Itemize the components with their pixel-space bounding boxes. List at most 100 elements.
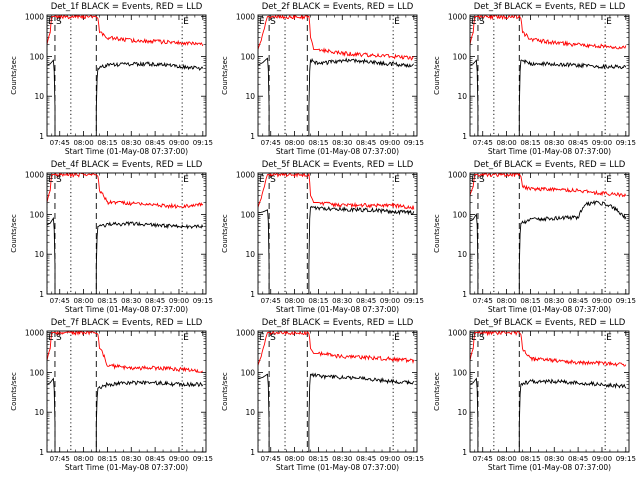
x-tick-label: 08:30	[121, 297, 141, 305]
y-tick-label: 1000	[25, 13, 44, 22]
chart-title: Det_7f BLACK = Events, RED = LLD	[51, 318, 203, 328]
y-tick-label: 1000	[448, 171, 467, 180]
y-axis-label: Counts/sec	[10, 372, 18, 411]
y-tick-label: 10	[34, 250, 44, 259]
chart-title: Det_1f BLACK = Events, RED = LLD	[51, 2, 203, 12]
y-tick-label: 1000	[236, 13, 255, 22]
y-tick-label: 1000	[25, 171, 44, 180]
x-axis-label: Start Time (01-May-08 07:37:00)	[488, 147, 611, 156]
x-tick-label: 08:30	[544, 455, 564, 463]
chart-panel: Det_8f BLACK = Events, RED = LLD Counts/s…	[221, 318, 424, 472]
x-axis-label: Start Time (01-May-08 07:37:00)	[276, 305, 399, 314]
chart-title: Det_3f BLACK = Events, RED = LLD	[474, 2, 626, 12]
series-line	[258, 15, 414, 61]
x-tick-label: 08:00	[496, 139, 516, 147]
event-marker-label: E	[606, 333, 612, 343]
x-tick-label: 08:15	[97, 139, 117, 147]
x-axis-label: Start Time (01-May-08 07:37:00)	[488, 463, 611, 472]
series-line	[470, 15, 627, 50]
chart-panel: Det_3f BLACK = Events, RED = LLD Counts/s…	[433, 2, 636, 156]
chart-panel: Det_2f BLACK = Events, RED = LLD Counts/s…	[221, 2, 424, 156]
y-axis-label: Counts/sec	[433, 214, 441, 253]
x-tick-label: 08:45	[568, 297, 588, 305]
plot-frame	[469, 14, 630, 137]
y-tick-label: 1	[462, 132, 467, 141]
plot-frame	[46, 330, 207, 453]
series-line	[47, 173, 204, 210]
chart-title: Det_2f BLACK = Events, RED = LLD	[262, 2, 414, 12]
plot-frame	[257, 172, 418, 295]
event-marker-label: E	[394, 17, 400, 27]
event-marker-label: S	[56, 175, 62, 185]
y-tick-label: 100	[241, 210, 256, 219]
series-line	[47, 377, 204, 452]
plot-area	[47, 173, 204, 294]
x-tick-label: 09:15	[404, 455, 424, 463]
event-marker-label: E	[394, 175, 400, 185]
y-tick-label: 1	[462, 448, 467, 457]
y-tick-label: 100	[453, 368, 468, 377]
y-tick-label: 1000	[25, 329, 44, 338]
x-tick-label: 08:15	[97, 297, 117, 305]
x-tick-label: 09:00	[592, 455, 612, 463]
y-tick-label: 100	[453, 210, 468, 219]
event-marker-label: S	[270, 333, 276, 343]
x-tick-label: 08:45	[145, 455, 165, 463]
x-tick-label: 08:30	[544, 139, 564, 147]
series-line	[470, 377, 627, 452]
x-tick-label: 08:15	[520, 455, 540, 463]
event-marker-label: E	[259, 17, 265, 27]
x-tick-label: 08:15	[97, 455, 117, 463]
x-tick-label: 07:45	[50, 455, 70, 463]
event-marker-label: E	[606, 17, 612, 27]
x-tick-label: 08:15	[308, 139, 328, 147]
event-marker-label: S	[479, 333, 485, 343]
y-tick-label: 10	[245, 250, 255, 259]
event-marker-label: E	[183, 333, 189, 343]
x-tick-label: 08:00	[73, 297, 93, 305]
y-tick-label: 1	[39, 290, 44, 299]
chart-title: Det_9f BLACK = Events, RED = LLD	[474, 318, 626, 328]
x-tick-label: 07:45	[261, 139, 281, 147]
series-line	[258, 205, 415, 294]
series-line	[258, 173, 415, 211]
event-marker-label: E	[394, 333, 400, 343]
series-line	[470, 59, 627, 136]
x-tick-label: 08:45	[356, 139, 376, 147]
y-tick-label: 10	[245, 408, 255, 417]
x-tick-label: 08:15	[520, 297, 540, 305]
x-tick-label: 08:45	[145, 139, 165, 147]
x-tick-label: 08:45	[356, 455, 376, 463]
event-marker-label: S	[270, 17, 276, 27]
y-tick-label: 100	[30, 368, 45, 377]
x-tick-label: 08:15	[308, 455, 328, 463]
series-line	[47, 59, 204, 136]
y-axis-label: Counts/sec	[10, 56, 18, 95]
x-tick-label: 09:00	[169, 455, 189, 463]
series-line	[470, 331, 627, 368]
event-marker-label: E	[471, 175, 477, 185]
plot-area	[258, 331, 415, 452]
y-tick-label: 10	[245, 92, 255, 101]
x-tick-label: 08:15	[308, 297, 328, 305]
chart-panel: Det_6f BLACK = Events, RED = LLD Counts/s…	[433, 160, 636, 314]
x-tick-label: 08:00	[284, 455, 304, 463]
plot-area	[258, 173, 415, 294]
y-tick-label: 10	[34, 408, 44, 417]
plot-area	[470, 331, 627, 452]
y-axis-label: Counts/sec	[221, 56, 229, 95]
y-tick-label: 100	[453, 52, 468, 61]
x-tick-label: 08:30	[544, 297, 564, 305]
series-line	[258, 331, 415, 366]
x-tick-label: 08:45	[145, 297, 165, 305]
chart-panel: Det_4f BLACK = Events, RED = LLD Counts/s…	[10, 160, 213, 314]
y-tick-label: 1	[39, 448, 44, 457]
event-marker-label: S	[270, 175, 276, 185]
x-axis-label: Start Time (01-May-08 07:37:00)	[65, 463, 188, 472]
x-tick-label: 09:15	[193, 139, 213, 147]
event-marker-label: E	[183, 17, 189, 27]
y-tick-label: 10	[457, 408, 467, 417]
x-tick-label: 09:15	[616, 455, 636, 463]
chart-panel: Det_7f BLACK = Events, RED = LLD Counts/s…	[10, 318, 213, 472]
